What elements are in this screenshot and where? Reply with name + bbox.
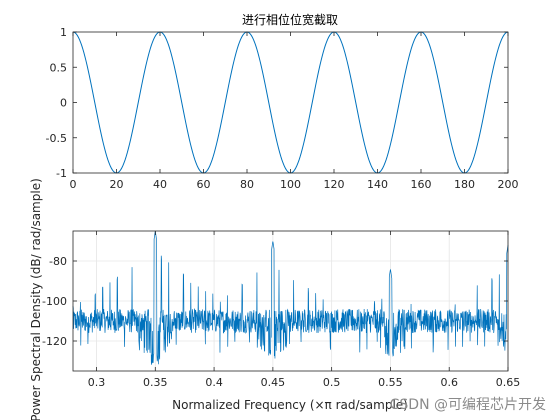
y-tick-label: -100 (42, 295, 67, 308)
x-tick-label: 100 (280, 178, 301, 191)
cosine-line (72, 31, 509, 174)
x-tick-label: 120 (324, 178, 345, 191)
x-tick-label: 0.3 (88, 376, 106, 389)
x-tick-label: 0.4 (205, 376, 223, 389)
watermark: CSDN @可编程芯片开发 (390, 397, 546, 413)
x-tick-label: 0.65 (496, 376, 521, 389)
x-tick-label: 80 (240, 178, 254, 191)
time-domain-axes: 进行相位位宽截取 0 20 40 60 80 100 120 140 160 180 200 -1 -0… (46, 12, 519, 191)
x-tick-label: 160 (411, 178, 432, 191)
x-tick-label: 0.5 (323, 376, 341, 389)
psd-line (72, 231, 509, 365)
x-tick-label: 0.55 (378, 376, 403, 389)
x-tick-label: 60 (197, 178, 211, 191)
chart-title: 进行相位位宽截取 (242, 12, 338, 27)
y-axis-label: Power Spectral Density (dB/ rad/sample) (29, 178, 43, 420)
x-tick-label: 0.6 (440, 376, 458, 389)
x-tick-label: 0 (70, 178, 77, 191)
grid-lines (73, 231, 509, 371)
cosine-series (72, 31, 509, 174)
psd-axes: 0.3 0.35 0.4 0.45 0.5 0.55 0.6 0.65-120-100-80 … (29, 178, 520, 420)
y-tick-label: 1 (60, 26, 67, 39)
x-tick-label: 40 (153, 178, 167, 191)
x-tick-label: 0.45 (261, 376, 286, 389)
x-tick-label: 20 (110, 178, 124, 191)
y-tick-label: 0 (60, 97, 67, 110)
y-tick-label: 0.5 (50, 61, 68, 74)
y-tick-label: -80 (49, 255, 67, 268)
y-tick-label: -0.5 (46, 132, 67, 145)
x-tick-label: 180 (454, 178, 475, 191)
y-tick-label: -120 (42, 335, 67, 348)
y-tick-label: -1 (56, 167, 67, 180)
x-axis-label: Normalized Frequency (×π rad/sample) (172, 398, 408, 412)
x-tick-label: 200 (498, 178, 519, 191)
x-tick-label: 140 (367, 178, 388, 191)
psd-series (72, 231, 509, 365)
x-tick-label: 0.35 (143, 376, 168, 389)
